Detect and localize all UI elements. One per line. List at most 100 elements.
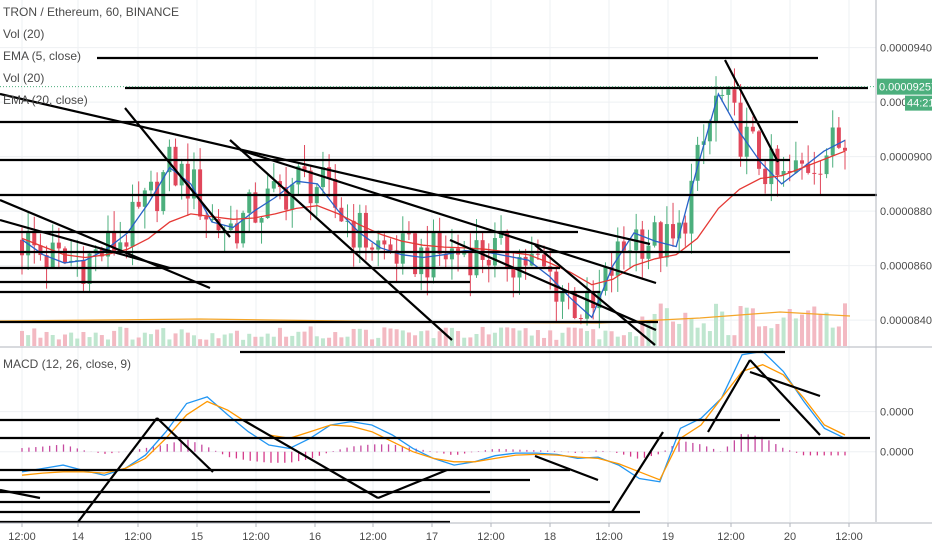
candle-body (81, 260, 86, 284)
volume-bar (806, 310, 811, 346)
volume-bar (136, 337, 141, 346)
ema-line (21, 92, 846, 319)
symbol-title: TRON / Ethereum, 60, BINANCE (3, 5, 180, 19)
volume-bar (400, 330, 405, 346)
indicator-label-ema-5[interactable]: EMA (5, close) (3, 49, 82, 63)
volume-bar (744, 307, 749, 346)
volume-bar (198, 339, 203, 346)
trendline (449, 238, 657, 332)
candle-body (130, 201, 135, 247)
volume-bar (554, 339, 559, 346)
indicator-label-vol-2[interactable]: Vol (20) (3, 71, 45, 85)
trendline (749, 359, 821, 436)
volume-bar (425, 330, 430, 346)
volume-bar (271, 336, 276, 346)
volume-bar (32, 328, 37, 346)
candle-body (695, 144, 700, 181)
volume-bar (93, 332, 98, 346)
volume-bar (388, 328, 393, 346)
volume-bar (732, 335, 737, 346)
candle-body (640, 229, 645, 259)
candle-body (732, 89, 737, 103)
volume-bar (228, 333, 233, 346)
candle-body (376, 240, 381, 250)
candle-body (812, 172, 817, 174)
time-tick-label: 12:00 (359, 531, 387, 543)
macd-label[interactable]: MACD (12, 26, close, 9) (3, 357, 132, 371)
volume-bar (640, 316, 645, 346)
macd-line (21, 364, 846, 481)
volume-bar (529, 335, 534, 346)
volume-bar (406, 332, 411, 346)
volume-bar (443, 327, 448, 346)
candle-body (603, 267, 608, 291)
candle-body (437, 232, 442, 254)
candle-body (50, 242, 55, 268)
candle-body (148, 181, 153, 191)
volume-bar (179, 329, 184, 346)
candle-body (198, 169, 203, 217)
candle-body (124, 242, 129, 247)
volume-bar (413, 335, 418, 346)
candle-body (523, 256, 528, 266)
volume-bar (431, 338, 436, 346)
time-tick-label: 16 (309, 531, 321, 543)
volume-bar (394, 329, 399, 346)
volume-bar (843, 303, 847, 346)
volume-bar (302, 331, 307, 346)
volume-bar (812, 306, 817, 346)
candle-body (474, 240, 479, 276)
volume-bar (535, 330, 540, 346)
candle-body (714, 95, 719, 122)
macd-line (21, 350, 846, 483)
indicator-label-ema-20[interactable]: EMA (20, close) (3, 93, 88, 107)
volume-bar (99, 335, 104, 346)
volume-bar (591, 329, 596, 346)
volume-bar (167, 339, 172, 346)
candle-body (327, 167, 332, 179)
candle-body (843, 147, 847, 151)
candle-body (118, 242, 123, 252)
volume-bar (572, 327, 577, 346)
candle-body (302, 166, 307, 171)
volume-bar (44, 331, 49, 346)
volume-bar (750, 308, 755, 346)
macd-tick-label: 0.0000 (880, 447, 914, 459)
volume-bar (480, 326, 485, 346)
volume-bar (81, 331, 86, 346)
volume-bar (56, 339, 61, 346)
time-tick-label: 12:00 (8, 531, 36, 543)
grid-layer (0, 0, 876, 522)
candle-body (173, 146, 178, 186)
trendline-drawings-layer[interactable] (0, 56, 877, 524)
volume-bar (787, 309, 792, 346)
candle-body (683, 222, 688, 234)
candle-body (787, 171, 792, 173)
volume-bar (327, 337, 332, 346)
candle-body (431, 232, 436, 278)
volume-bar (124, 327, 129, 346)
volume-bar (142, 332, 147, 346)
candle-body (486, 259, 491, 266)
candle-body (142, 190, 147, 207)
volume-bar (738, 306, 743, 346)
trendline (0, 218, 171, 270)
candle-body (363, 212, 368, 248)
trendline (0, 92, 651, 246)
volume-bar (253, 336, 258, 346)
time-tick-label: 12:00 (477, 531, 505, 543)
time-tick-label: 15 (191, 531, 203, 543)
indicator-label-vol-1[interactable]: Vol (20) (3, 27, 45, 41)
volume-bar (474, 333, 479, 346)
trendline (749, 370, 821, 398)
volume-bar (456, 331, 461, 346)
candle-body (560, 291, 565, 302)
candle-body (259, 218, 264, 223)
candle-body (419, 247, 424, 275)
volume-bar (38, 337, 43, 346)
time-tick-label: 20 (784, 531, 796, 543)
